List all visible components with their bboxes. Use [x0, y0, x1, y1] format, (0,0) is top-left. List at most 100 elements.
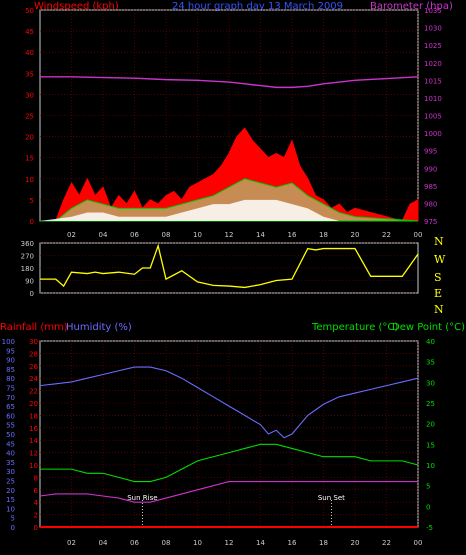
humidity-y-tick-label: 15	[6, 496, 15, 504]
humidity-y-tick-label: 85	[6, 366, 15, 374]
lower-x-tick-label: 14	[256, 539, 265, 547]
lower-x-tick-label: 22	[382, 539, 391, 547]
barometer-y-tick-label: 995	[424, 148, 437, 156]
humidity-axis-label: Humidity (%)	[66, 322, 132, 333]
temperature-y-tick-label: -5	[426, 524, 433, 532]
wind-x-tick-label: 22	[382, 231, 391, 239]
rainfall-y-tick-label: 28	[29, 350, 38, 358]
rainfall-y-tick-label: 0	[34, 524, 38, 532]
lower-x-tick-label: 12	[225, 539, 234, 547]
wind-direction-series	[40, 243, 419, 289]
wind-y-tick-label: 45	[25, 28, 34, 36]
wind-y-tick-label: 5	[30, 197, 34, 205]
humidity-y-tick-label: 60	[6, 412, 15, 420]
chart-title: 24 hour graph day 13 March 2009	[172, 1, 343, 12]
barometer-y-tick-label: 1035	[424, 7, 442, 15]
humidity-y-tick-label: 45	[6, 440, 15, 448]
direction-letter-e: E	[434, 287, 442, 300]
sun-set-label: Sun Set	[318, 494, 345, 502]
direction-letter-n: N	[434, 235, 444, 248]
temperature-y-tick-label: 5	[426, 483, 430, 491]
barometer-y-tick-label: 1015	[424, 77, 442, 85]
wind-y-tick-label: 15	[25, 155, 34, 163]
temperature-y-tick-label: 35	[426, 359, 435, 367]
barometer-y-tick-label: 990	[424, 165, 437, 173]
sun-rise-label: Sun Rise	[127, 494, 157, 502]
wind-x-tick-label: 16	[288, 231, 297, 239]
barometer-y-tick-label: 1000	[424, 130, 442, 138]
lower-x-tick-label: 16	[288, 539, 297, 547]
wind-y-tick-label: 35	[25, 70, 34, 78]
rainfall-y-tick-label: 30	[29, 338, 38, 346]
barometer-y-tick-label: 985	[424, 183, 437, 191]
humidity-y-tick-label: 90	[6, 357, 15, 365]
wind-x-tick-label: 04	[99, 231, 108, 239]
humidity-series	[39, 366, 419, 439]
lower-x-tick-label: 04	[99, 539, 108, 547]
humidity-y-tick-label: 40	[6, 450, 15, 458]
direction-y-tick-label: 360	[21, 240, 34, 248]
rainfall-y-tick-label: 26	[29, 363, 38, 371]
humidity-y-tick-label: 100	[2, 338, 15, 346]
wind-x-tick-label: 20	[351, 231, 360, 239]
wind-y-tick-label: 30	[25, 91, 34, 99]
lower-x-tick-label: 06	[130, 539, 139, 547]
humidity-y-tick-label: 10	[6, 505, 15, 513]
wind-y-tick-label: 10	[25, 176, 34, 184]
direction-letter-w: W	[434, 253, 446, 266]
direction-y-tick-label: 0	[30, 290, 34, 298]
temperature-y-tick-label: 40	[426, 338, 435, 346]
humidity-y-tick-label: 65	[6, 403, 15, 411]
direction-y-tick-label: 180	[21, 265, 34, 273]
gust-average-series	[40, 178, 419, 222]
direction-letter-s: S	[434, 271, 442, 284]
wind-y-tick-label: 0	[30, 218, 34, 226]
wind-minimum-series	[40, 199, 418, 221]
barometer-y-tick-label: 1005	[424, 113, 442, 121]
windspeed-series	[40, 127, 419, 222]
wind-x-tick-label: 10	[193, 231, 202, 239]
humidity-y-tick-label: 55	[6, 422, 15, 430]
wind-x-tick-label: 06	[130, 231, 139, 239]
temperature-y-tick-label: 20	[426, 421, 435, 429]
barometer-y-tick-label: 1030	[424, 25, 442, 33]
temperature-axis-label: Temperature (°C)	[311, 322, 398, 333]
rainfall-y-tick-label: 12	[29, 450, 38, 458]
rainfall-y-tick-label: 4	[34, 499, 39, 507]
barometer-y-tick-label: 1025	[424, 42, 442, 50]
humidity-y-tick-label: 25	[6, 478, 15, 486]
rainfall-y-tick-label: 14	[29, 437, 38, 445]
temperature-y-tick-label: 30	[426, 379, 435, 387]
humidity-y-tick-label: 35	[6, 459, 15, 467]
wind-x-tick-label: 12	[225, 231, 234, 239]
humidity-y-tick-label: 95	[6, 347, 15, 355]
windspeed-axis-label: Windspeed (kph)	[34, 1, 119, 12]
rainfall-y-tick-label: 20	[29, 400, 38, 408]
wind-x-tick-label: 08	[162, 231, 171, 239]
rainfall-y-tick-label: 2	[34, 512, 38, 520]
lower-x-tick-label: 00	[414, 539, 423, 547]
barometer-y-tick-label: 975	[424, 218, 437, 226]
barometer-y-tick-label: 1010	[424, 95, 442, 103]
rainfall-y-tick-label: 8	[34, 474, 38, 482]
barometer-y-tick-label: 980	[424, 200, 437, 208]
lower-x-tick-label: 18	[319, 539, 328, 547]
direction-y-tick-label: 90	[25, 278, 34, 286]
rainfall-y-tick-label: 16	[29, 425, 38, 433]
temperature-y-tick-label: 25	[426, 400, 435, 408]
wind-x-tick-label: 02	[67, 231, 76, 239]
lower-x-tick-label: 08	[162, 539, 171, 547]
wind-x-tick-label: 14	[256, 231, 265, 239]
humidity-y-tick-label: 70	[6, 394, 15, 402]
humidity-y-tick-label: 5	[11, 515, 15, 523]
temperature-y-tick-label: 10	[426, 462, 435, 470]
humidity-y-tick-label: 80	[6, 375, 15, 383]
rainfall-y-tick-label: 24	[29, 375, 38, 383]
wind-y-tick-label: 50	[25, 7, 34, 15]
wind-x-tick-label: 00	[414, 231, 423, 239]
wind-y-tick-label: 25	[25, 113, 34, 121]
lower-x-tick-label: 20	[351, 539, 360, 547]
rainfall-y-tick-label: 18	[29, 412, 38, 420]
